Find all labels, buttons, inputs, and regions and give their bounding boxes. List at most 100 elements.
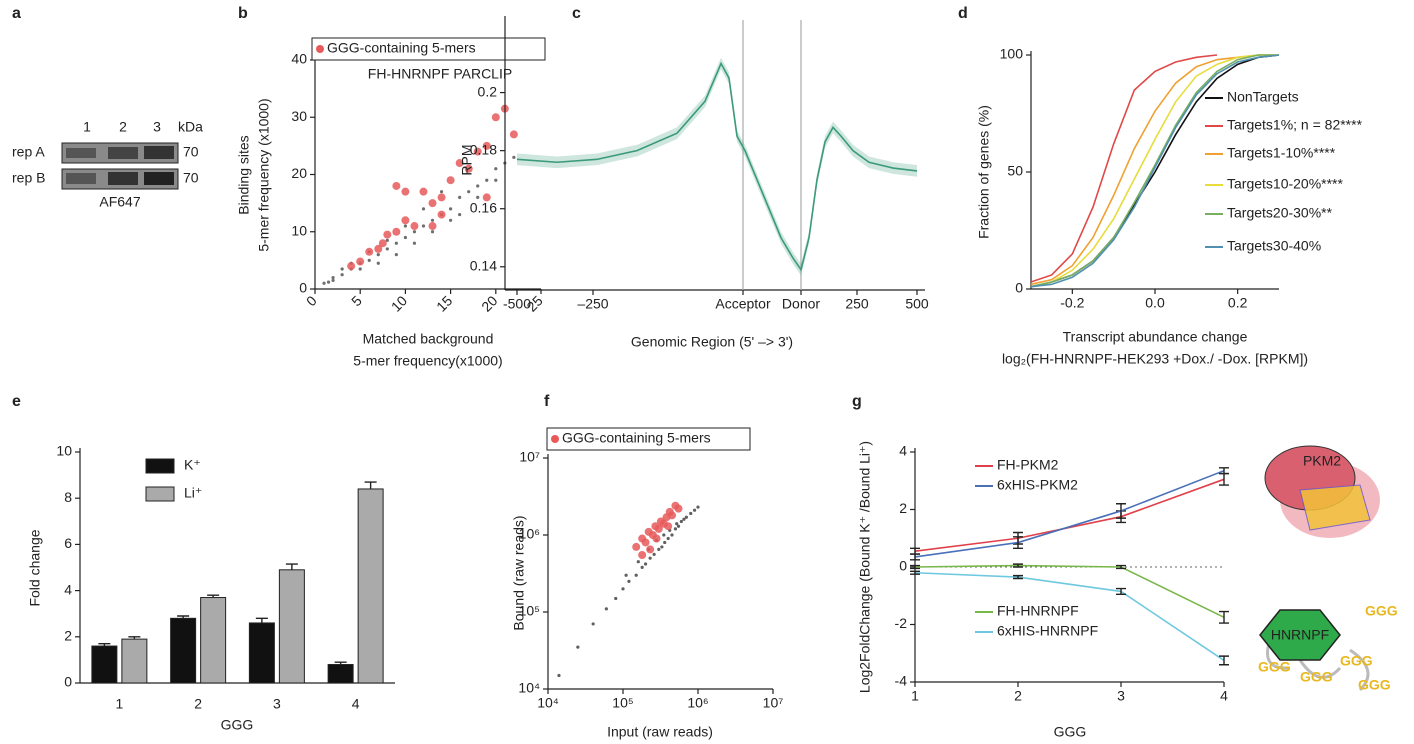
point xyxy=(494,178,498,182)
x-tick-label: 10 xyxy=(388,292,410,314)
lane-label: 2 xyxy=(119,119,127,135)
blot-lane xyxy=(66,148,96,158)
y-axis-label: Bound (raw reads) xyxy=(511,515,527,630)
point xyxy=(682,517,686,521)
ggg-label: GGG xyxy=(1365,603,1398,619)
y-axis-label: Fraction of genes (%) xyxy=(976,105,992,239)
point xyxy=(412,241,417,245)
x-tick-label: 2 xyxy=(1014,688,1022,704)
y-tick-label: 0 xyxy=(299,280,307,296)
error-bar xyxy=(910,553,920,561)
panel-label: f xyxy=(544,393,550,410)
point xyxy=(458,195,462,199)
y-tick-label: 4 xyxy=(64,581,72,597)
point xyxy=(482,141,491,150)
x-tick-label: 0.2 xyxy=(1228,295,1248,311)
legend-label: 6xHIS-PKM2 xyxy=(997,477,1078,493)
x-axis-label: Matched background xyxy=(363,331,494,347)
y-tick-label: 8 xyxy=(64,489,72,505)
x-tick-label: 10⁵ xyxy=(612,695,633,711)
bar xyxy=(327,664,354,684)
point xyxy=(641,538,650,547)
legend-swatch xyxy=(145,486,175,502)
point xyxy=(663,540,667,545)
point xyxy=(670,533,674,537)
icon-label: HNRNPF xyxy=(1271,627,1329,643)
legend-label: Targets10-20%**** xyxy=(1227,176,1344,192)
y-tick-label: 0 xyxy=(1015,280,1023,296)
point xyxy=(340,273,344,277)
x-tick-label: 15 xyxy=(433,292,455,314)
y-tick-label: 10⁷ xyxy=(519,449,540,465)
point xyxy=(673,527,678,531)
x-tick-label: 5 xyxy=(348,292,365,309)
bar xyxy=(357,488,384,684)
panel-label: a xyxy=(12,5,21,22)
legend-label: 6xHIS-HNRNPF xyxy=(997,623,1098,639)
unit-label: kDa xyxy=(178,119,203,135)
y-tick-label: 10⁴ xyxy=(518,680,540,696)
point xyxy=(455,159,464,168)
icon-label: PKM2 xyxy=(1303,453,1341,469)
y-tick-label: 30 xyxy=(291,108,307,124)
error-bar xyxy=(1116,587,1126,596)
point xyxy=(664,522,673,531)
point xyxy=(439,190,444,194)
point xyxy=(430,218,435,222)
point xyxy=(643,562,648,566)
point xyxy=(473,147,482,156)
point xyxy=(467,190,471,194)
y-axis-label: 5-mer frequency (x1000) xyxy=(256,98,272,251)
point xyxy=(646,545,655,554)
series-line xyxy=(1030,54,1280,288)
error-bar xyxy=(98,643,111,647)
y-tick-label: 4 xyxy=(899,443,907,459)
blot-lane xyxy=(66,173,96,184)
point xyxy=(458,212,462,217)
y-tick-label: 10⁵ xyxy=(519,603,540,619)
point xyxy=(401,216,410,225)
panel-a: a 1 2 3 kDa rep A rep B 70 70 AF647 xyxy=(12,5,203,209)
lane-label: 1 xyxy=(83,119,91,135)
point xyxy=(494,167,498,171)
point xyxy=(374,244,383,253)
point xyxy=(652,534,661,543)
blot-lane xyxy=(108,147,138,159)
legend-box xyxy=(311,37,546,61)
x-tick-label: 0 xyxy=(303,292,320,309)
ggg-label: GGG xyxy=(1358,677,1391,693)
x-tick-label: Acceptor xyxy=(715,296,771,312)
y-tick-label: 0.18 xyxy=(470,141,497,157)
icon-hnrnpf: HNRNPF GGG GGG GGG GGG GGG xyxy=(1258,603,1398,693)
point xyxy=(491,113,500,122)
point xyxy=(648,556,652,560)
point xyxy=(624,573,628,577)
point xyxy=(419,187,428,196)
marker-label: 70 xyxy=(183,144,199,160)
point xyxy=(403,224,407,228)
y-tick-label: 2 xyxy=(64,628,72,644)
point xyxy=(632,542,641,551)
point xyxy=(627,579,631,583)
point xyxy=(666,536,670,541)
point xyxy=(449,218,453,222)
point xyxy=(636,560,640,564)
legend-label: GGG-containing 5-mers xyxy=(327,40,476,56)
y-tick-label: 20 xyxy=(291,165,307,181)
caption: AF647 xyxy=(99,194,140,210)
error-bar xyxy=(1116,503,1126,519)
point xyxy=(410,222,419,231)
point xyxy=(331,275,335,280)
point xyxy=(331,278,335,283)
x-tick-label: 1 xyxy=(115,696,123,712)
point xyxy=(476,195,480,199)
y-tick-label: 10 xyxy=(291,222,307,238)
error-bar xyxy=(1219,610,1229,624)
point xyxy=(638,550,647,559)
panel-label: e xyxy=(12,393,21,410)
point xyxy=(696,505,700,509)
point xyxy=(376,261,380,265)
x-axis-label: GGG xyxy=(221,717,254,733)
legend-label: Targets1-10%**** xyxy=(1227,145,1336,161)
